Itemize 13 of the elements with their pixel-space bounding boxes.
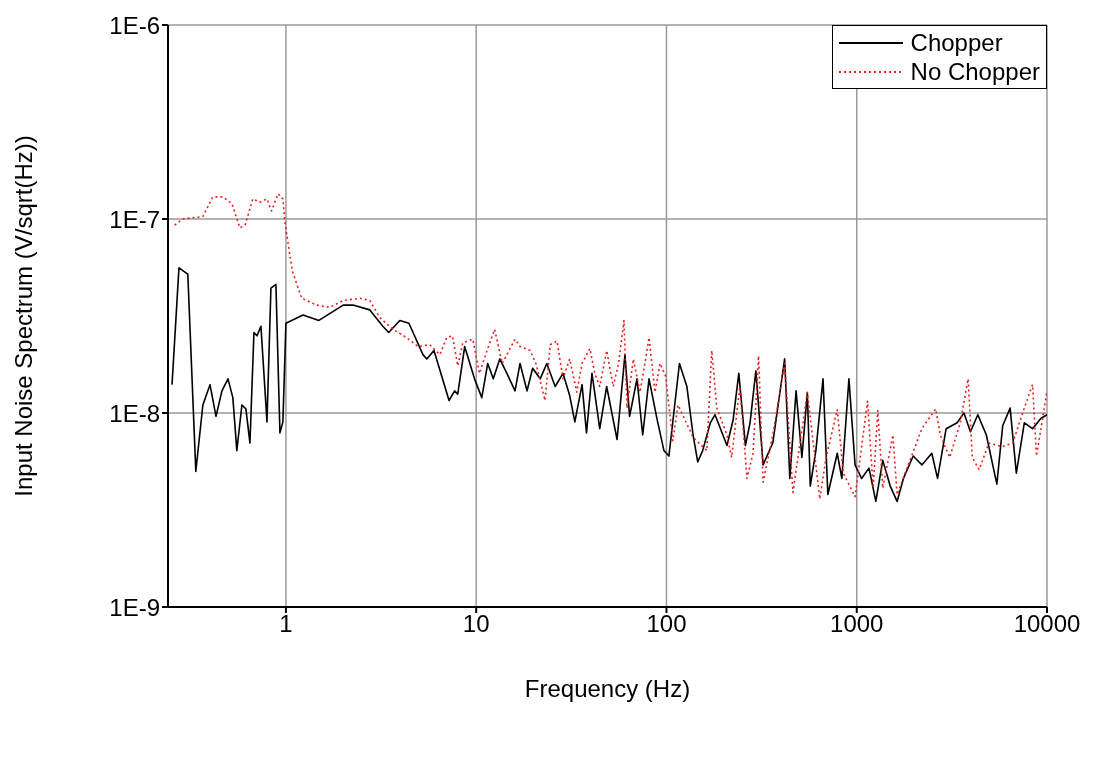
x-tick-label: 100	[646, 610, 687, 638]
x-axis-title: Frequency (Hz)	[524, 675, 691, 702]
x-tick-label: 1	[279, 610, 293, 638]
y-tick-label: 1E-8	[109, 399, 160, 427]
y-tick-label: 1E-6	[109, 11, 160, 39]
legend-label: Chopper	[910, 28, 1003, 57]
legend-label: No Chopper	[910, 57, 1040, 86]
x-tick-label: 1000	[830, 610, 884, 638]
y-axis-title: Input Noise Spectrum (V/sqrt(Hz))	[9, 135, 37, 497]
y-tick-label: 1E-7	[109, 205, 160, 233]
x-tick-label: 10000	[1013, 610, 1081, 638]
x-tick-label: 10	[462, 610, 490, 638]
y-tick-label: 1E-9	[109, 593, 160, 621]
